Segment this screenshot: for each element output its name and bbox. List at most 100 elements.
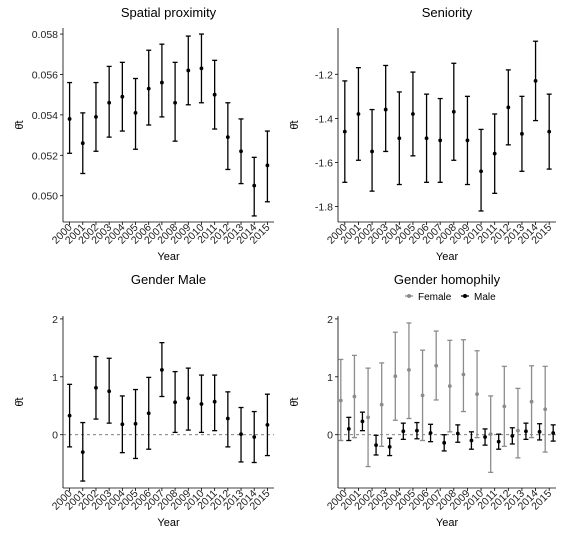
- point-estimate: [199, 66, 204, 71]
- legend-key-point: [407, 294, 411, 298]
- point-estimate: [252, 183, 257, 188]
- point-estimate: [173, 400, 177, 405]
- panel-title: Gender Male: [131, 272, 206, 287]
- point-estimate: [420, 393, 425, 398]
- point-estimate: [447, 384, 452, 388]
- point-estimate: [407, 367, 411, 372]
- y-axis-label: θ̂t: [289, 120, 301, 129]
- point-estimate: [133, 110, 138, 115]
- y-tick-label: 1: [52, 372, 58, 384]
- point-estimate: [146, 411, 151, 416]
- point-estimate: [352, 394, 357, 399]
- point-estimate: [496, 439, 501, 444]
- point-estimate: [415, 428, 419, 433]
- point-estimate: [374, 443, 378, 448]
- y-axis-label: θ̂t: [14, 397, 26, 406]
- legend: Female Male: [405, 292, 496, 303]
- point-estimate: [434, 363, 439, 368]
- y-tick-label: 0.058: [32, 29, 58, 41]
- y-tick-label: 1: [327, 372, 333, 384]
- point-estimate: [133, 421, 138, 426]
- point-estimate: [366, 415, 370, 420]
- point-estimate: [502, 404, 507, 409]
- y-tick-label: -1.8: [315, 202, 333, 214]
- point-estimate: [67, 117, 72, 121]
- point-estimate: [524, 429, 528, 434]
- y-tick-label: -1.6: [315, 157, 333, 169]
- point-estimate: [80, 141, 85, 146]
- point-estimate: [488, 432, 493, 437]
- point-estimate: [265, 163, 270, 168]
- point-estimate: [360, 419, 365, 424]
- point-estimate: [225, 135, 230, 140]
- point-estimate: [520, 131, 524, 136]
- point-estimate: [265, 422, 270, 427]
- y-tick-label: 0.052: [32, 150, 58, 162]
- panel-title: Gender homophily: [394, 272, 501, 287]
- point-estimate: [397, 136, 402, 141]
- y-tick-label: 2: [52, 314, 58, 326]
- y-tick-label: 0.056: [32, 69, 58, 81]
- point-estimate: [160, 80, 164, 85]
- panel-4: Gender homophily012θ̂t200020012002200320…: [289, 272, 556, 529]
- point-estimate: [506, 105, 511, 110]
- point-estimate: [442, 440, 447, 445]
- point-estimate: [67, 413, 72, 418]
- point-estimate: [160, 367, 164, 372]
- point-estimate: [107, 389, 112, 394]
- y-tick-label: 0: [327, 430, 333, 442]
- point-estimate: [483, 435, 487, 439]
- point-estimate: [199, 402, 204, 406]
- panel-2: Seniority-1.8-1.6-1.4-1.2θ̂t200020012002…: [289, 5, 556, 263]
- point-estimate: [393, 374, 398, 379]
- point-estimate: [212, 399, 217, 404]
- point-estimate: [438, 138, 443, 143]
- point-estimate: [529, 399, 534, 404]
- point-estimate: [461, 372, 466, 377]
- point-estimate: [107, 100, 112, 105]
- point-estimate: [146, 86, 151, 91]
- point-estimate: [533, 79, 538, 83]
- point-estimate: [424, 136, 429, 141]
- point-estimate: [186, 68, 191, 73]
- point-estimate: [401, 429, 406, 434]
- point-estimate: [252, 435, 257, 439]
- point-estimate: [428, 431, 433, 435]
- point-estimate: [94, 385, 98, 390]
- point-estimate: [338, 398, 343, 403]
- point-estimate: [537, 429, 542, 434]
- legend-label: Male: [474, 292, 496, 303]
- point-estimate: [173, 100, 177, 105]
- x-axis-label: Year: [157, 517, 180, 529]
- point-estimate: [186, 396, 191, 401]
- legend-key-point: [463, 294, 467, 298]
- y-tick-label: 0.050: [32, 191, 58, 203]
- x-axis-label: Year: [436, 517, 459, 529]
- x-axis-label: Year: [436, 251, 459, 263]
- y-tick-label: -1.2: [315, 69, 333, 81]
- point-estimate: [516, 428, 520, 433]
- legend-label: Female: [418, 292, 452, 303]
- point-estimate: [94, 115, 98, 119]
- x-axis-label: Year: [157, 251, 180, 263]
- point-estimate: [120, 94, 125, 99]
- point-estimate: [547, 129, 552, 134]
- point-estimate: [370, 149, 374, 154]
- y-tick-label: 0: [52, 430, 58, 442]
- point-estimate: [411, 112, 415, 116]
- panel-title: Seniority: [422, 5, 473, 20]
- point-estimate: [492, 151, 497, 156]
- point-estimate: [551, 431, 556, 435]
- point-estimate: [451, 109, 456, 114]
- panel-3: Gender Male012θ̂t20002001200220032004200…: [14, 272, 274, 529]
- point-estimate: [510, 433, 515, 438]
- point-estimate: [346, 427, 351, 431]
- point-estimate: [239, 432, 243, 437]
- point-estimate: [120, 422, 125, 427]
- point-estimate: [465, 138, 470, 143]
- point-estimate: [225, 416, 230, 421]
- point-estimate: [342, 129, 347, 134]
- y-tick-label: -1.4: [315, 113, 333, 125]
- panel-1: Spatial proximity 0.050 0.052 0.054 0.056 0.0…: [14, 5, 274, 263]
